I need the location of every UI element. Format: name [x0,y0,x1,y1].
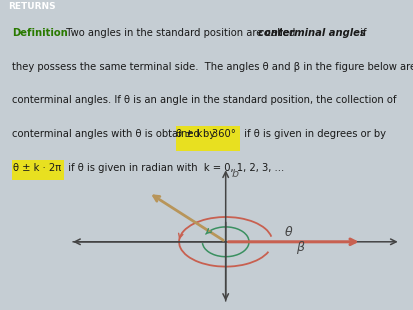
Text: Definition: Definition [12,29,68,38]
Text: $\beta$: $\beta$ [296,239,305,256]
Text: conterminal angles with θ is obtained by: conterminal angles with θ is obtained by [12,129,218,139]
FancyBboxPatch shape [12,160,64,185]
Text: if θ is given in degrees or by: if θ is given in degrees or by [241,129,386,139]
Text: if: if [357,29,367,38]
Text: RETURNS: RETURNS [8,2,56,11]
Text: if θ is given in radian with  k = 0, 1, 2, 3, ...: if θ is given in radian with k = 0, 1, 2… [65,162,284,173]
FancyBboxPatch shape [176,126,240,151]
Text: conterminal angles: conterminal angles [258,29,366,38]
Text: b: b [232,169,239,179]
Text: $\theta$: $\theta$ [284,225,293,239]
Text: conterminal angles. If θ is an angle in the standard position, the collection of: conterminal angles. If θ is an angle in … [12,95,397,105]
Text: θ ± k · 2π: θ ± k · 2π [13,162,62,173]
Text: they possess the same terminal side.  The angles θ and β in the figure below are: they possess the same terminal side. The… [12,62,413,72]
Text: Two angles in the standard position are called: Two angles in the standard position are … [60,29,298,38]
Text: θ ± k · 360°: θ ± k · 360° [176,129,236,139]
